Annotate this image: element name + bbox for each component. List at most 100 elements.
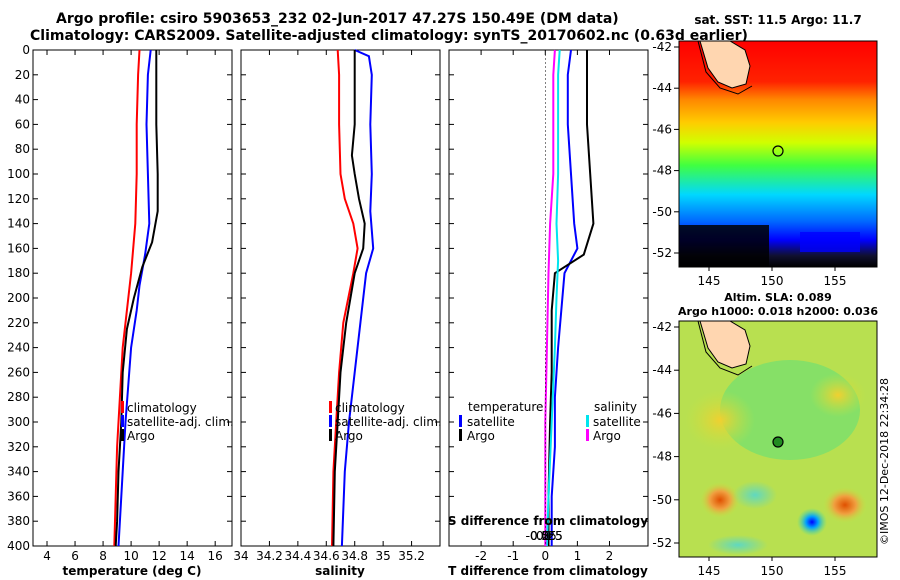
- depth-tick-label: 260: [7, 365, 30, 379]
- map-lat-label: -50: [652, 205, 672, 219]
- depth-tick-label: 60: [15, 117, 30, 131]
- salinity-x-axis: 34 34.2 34.4 34.6 34.8 35 35.2: [233, 50, 425, 563]
- legend-swatch: [586, 415, 589, 427]
- temperature-axes-frame: [32, 49, 233, 547]
- figure-title-line2: Climatology: CARS2009. Satellite-adjuste…: [30, 28, 748, 44]
- depth-tick-label: 40: [15, 93, 30, 107]
- depth-tick-label: 280: [7, 390, 30, 404]
- series-line-satellite-adj-clim-: [340, 49, 375, 547]
- map-lat-label: -44: [652, 363, 672, 377]
- depth-tick-label: 180: [7, 266, 30, 280]
- legend-label: satellite: [467, 415, 515, 429]
- map-lat-label: -52: [652, 536, 672, 550]
- difference-series: [544, 49, 595, 547]
- sla-map-frame: [678, 320, 878, 558]
- legend-label: climatology: [127, 401, 197, 415]
- series-line-s-argo: [544, 49, 556, 546]
- legend-title-temperature: temperature: [468, 400, 543, 414]
- x-tick-label: 1: [574, 549, 582, 563]
- argo-float-marker: [772, 436, 784, 448]
- secondary-tick-label: 0.5: [544, 529, 563, 543]
- sla-depth-contour: [697, 320, 753, 376]
- tasmania-land: [699, 40, 751, 89]
- series-line-argo: [114, 50, 159, 547]
- map-lat-label: -50: [652, 493, 672, 507]
- depth-tick-label: 120: [7, 192, 30, 206]
- difference-legend: temperature salinitysatelliteArgosatellit…: [459, 400, 641, 443]
- map-lat-label: -42: [652, 40, 672, 54]
- legend-swatch: [121, 401, 124, 413]
- sst-map-axes: -42 -44 -46 -48 -50 -52 145 150 155: [652, 40, 846, 288]
- depth-tick-label: 200: [7, 291, 30, 305]
- salinity-series: [331, 49, 375, 547]
- sst-depth-contour: [697, 40, 753, 95]
- sla-yellow-anomaly: [810, 373, 866, 417]
- sst-blue-patch: [800, 232, 860, 252]
- depth-tick-label: 360: [7, 489, 30, 503]
- depth-tick-label: 80: [15, 142, 30, 156]
- depth-tick-label: 220: [7, 316, 30, 330]
- legend-swatch: [329, 429, 332, 441]
- x-tick-label: 0: [541, 549, 549, 563]
- imos-credit: ©IMOS 12-Dec-2018 22:34:28: [878, 378, 891, 545]
- series-line-t-argo: [547, 50, 595, 546]
- map-lat-label: -42: [652, 320, 672, 334]
- difference-panel: -2 -1 0 1 2 T difference from climatology S …: [448, 49, 649, 578]
- salinity-panel: 34 34.2 34.4 34.6 34.8 35 35.2 salinity climat…: [233, 49, 442, 578]
- legend-label: satellite: [593, 415, 641, 429]
- depth-tick-label: 340: [7, 465, 30, 479]
- legend-swatch: [329, 401, 332, 413]
- sla-map-title-line2: Argo h1000: 0.018 h2000: 0.036: [678, 305, 878, 318]
- series-line-argo: [332, 50, 366, 547]
- map-lat-label: -52: [652, 246, 672, 260]
- x-tick-label: 4: [43, 549, 51, 563]
- map-lon-label: 150: [761, 564, 784, 578]
- legend-swatch: [586, 429, 589, 441]
- secondary-tick-label: -0.25: [526, 529, 557, 543]
- depth-tick-label: 300: [7, 415, 30, 429]
- secondary-tick-label: -0.5: [526, 529, 549, 543]
- sla-cyan-anomaly: [733, 481, 777, 509]
- sla-blue-anomaly: [797, 508, 827, 536]
- sst-map-title: sat. SST: 11.5 Argo: 11.7: [694, 13, 861, 27]
- legend-swatch: [121, 415, 124, 427]
- series-line-t-satellite: [550, 49, 579, 546]
- series-line-satellite-adj-clim-: [117, 49, 152, 547]
- x-tick-label: 34.6: [313, 549, 340, 563]
- salinity-tick-marks: [241, 49, 440, 547]
- x-tick-label: 12: [151, 549, 166, 563]
- depth-tick-label: 0: [22, 43, 30, 57]
- temperature-series: [113, 49, 159, 547]
- x-tick-label: 34: [233, 549, 248, 563]
- legend-swatch: [459, 415, 462, 427]
- difference-secondary-xlabel: S difference from climatology: [448, 514, 648, 528]
- temperature-xlabel: temperature (deg C): [63, 564, 202, 578]
- depth-tick-label: 20: [15, 68, 30, 82]
- tasmania-land: [699, 320, 751, 369]
- legend-label: satellite-adj. clim.: [127, 415, 234, 429]
- salinity-xlabel: salinity: [315, 564, 365, 578]
- sst-map-frame: [678, 40, 878, 268]
- depth-tick-label: 400: [7, 539, 30, 553]
- legend-title-salinity: salinity: [594, 400, 637, 414]
- x-tick-label: 34.4: [284, 549, 311, 563]
- depth-tick-label: 140: [7, 217, 30, 231]
- sla-red-anomaly: [823, 487, 867, 523]
- legend-swatch: [329, 415, 332, 427]
- legend-swatch: [459, 429, 462, 441]
- legend-label: Argo: [467, 429, 495, 443]
- depth-tick-label: 320: [7, 440, 30, 454]
- x-tick-label: 16: [208, 549, 223, 563]
- sla-map-title-line1: Altim. SLA: 0.089: [724, 291, 831, 304]
- argo-float-marker: [772, 145, 784, 157]
- series-line-climatology: [331, 49, 359, 547]
- x-tick-label: 14: [180, 549, 195, 563]
- sla-map: -42 -44 -46 -48 -50 -52 145 150 155 Altim. SLA: …: [652, 291, 878, 578]
- difference-tick-marks: [449, 49, 648, 547]
- difference-xlabel: T difference from climatology: [448, 564, 648, 578]
- sla-red-anomaly: [700, 482, 740, 518]
